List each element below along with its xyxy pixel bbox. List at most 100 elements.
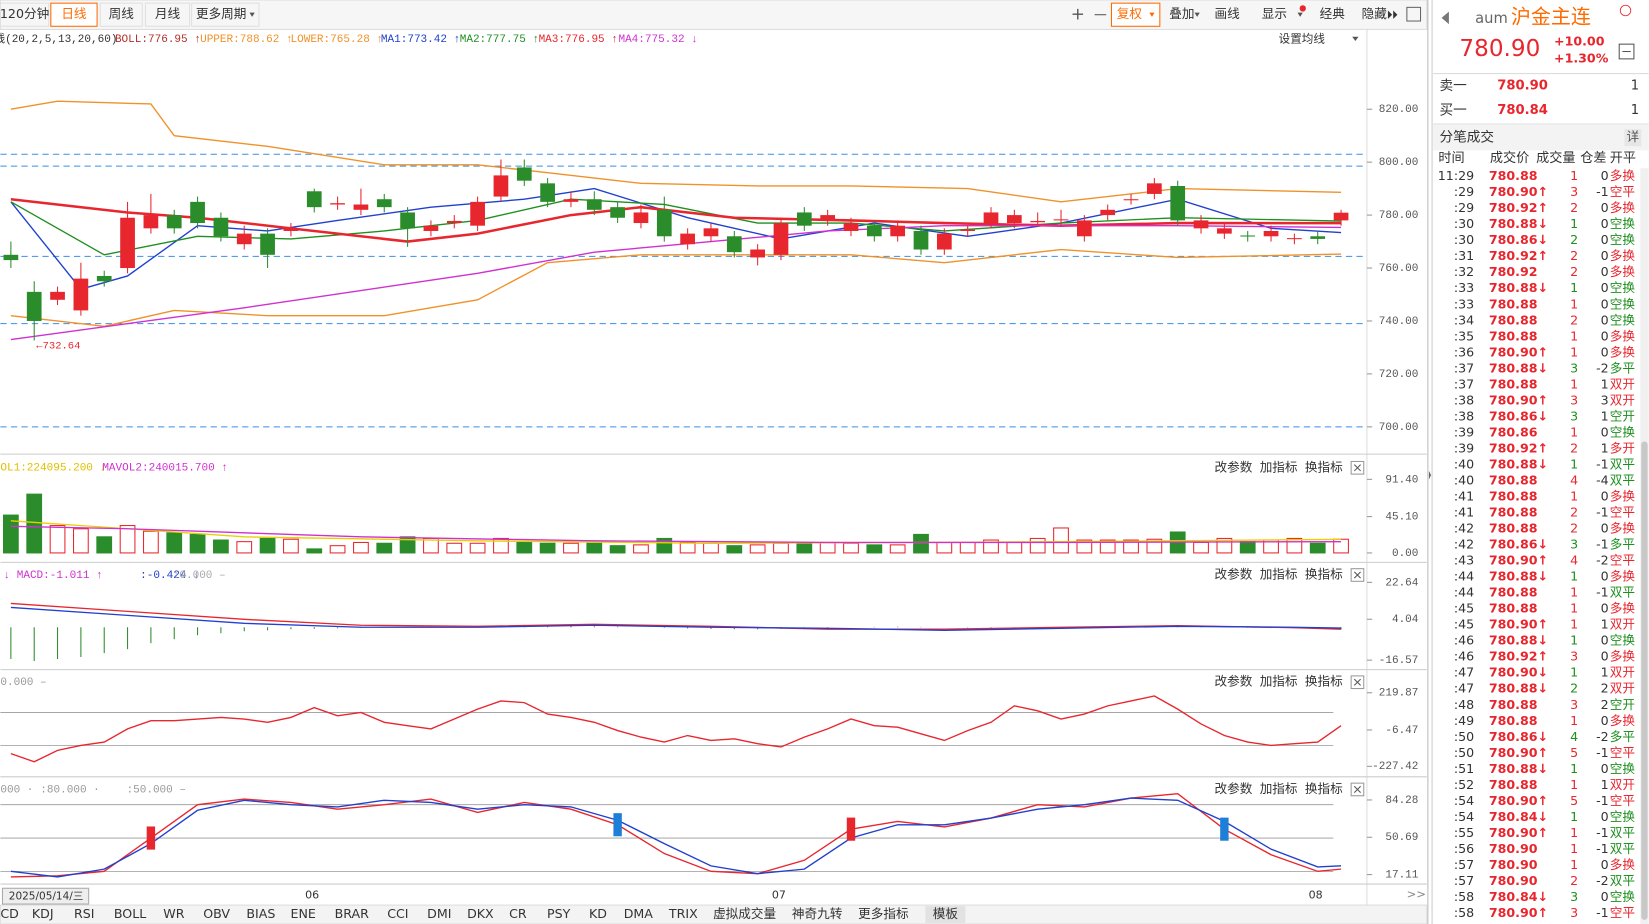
panel-action[interactable]: 换指标	[1305, 674, 1343, 689]
volume-bar	[306, 548, 323, 554]
indicator-tab[interactable]: CD	[0, 906, 19, 921]
tick-type: 多换	[1610, 521, 1636, 536]
panel-icon[interactable]	[1618, 43, 1635, 60]
tick-oi-change: -1	[1596, 841, 1609, 856]
tick-time: :54	[1454, 793, 1474, 808]
fullscreen-icon[interactable]	[1406, 6, 1422, 22]
help-icon[interactable]	[1619, 4, 1632, 17]
ticks-title-bar	[1433, 125, 1649, 151]
indicator-tab[interactable]: BOLL	[114, 906, 146, 921]
indicator-tab[interactable]: BIAS	[246, 906, 275, 921]
candle-body	[423, 225, 439, 231]
tick-time: :30	[1454, 232, 1474, 247]
panel-action[interactable]: 改参数	[1214, 567, 1252, 582]
indicator-tab[interactable]: ENE	[290, 906, 315, 921]
action-button[interactable]	[1110, 2, 1161, 27]
tick-volume: 3	[1570, 889, 1578, 904]
candle-body	[1030, 220, 1046, 223]
indicator-tab[interactable]: 神奇九转	[792, 906, 843, 921]
indicator-tab[interactable]: RSI	[74, 906, 94, 921]
tick-time: :34	[1454, 312, 1474, 327]
tick-type: 双平	[1610, 873, 1635, 888]
scroll-right[interactable]: >>	[1407, 887, 1426, 901]
panel-action[interactable]: 改参数	[1214, 781, 1252, 796]
tick-price: 780.88	[1489, 472, 1538, 487]
tick-time: :42	[1454, 521, 1474, 536]
period-button[interactable]	[99, 2, 143, 27]
tick-type: 空开	[1610, 408, 1635, 423]
volume-bar	[353, 541, 369, 554]
dropdown-caret	[249, 12, 255, 17]
panel-action[interactable]: 换指标	[1305, 567, 1343, 582]
period-label: 周线	[109, 6, 135, 21]
splitter-handle[interactable]	[1428, 470, 1432, 480]
indicator-tab[interactable]: DKX	[467, 906, 494, 921]
scrollbar-thumb[interactable]	[1641, 441, 1648, 920]
tick-volume: 3	[1570, 392, 1578, 407]
panel-action[interactable]: 加指标	[1260, 781, 1298, 796]
indicator-tab[interactable]: CCI	[387, 906, 408, 921]
indicator-tab[interactable]: TRIX	[668, 906, 698, 921]
tick-volume: 1	[1570, 633, 1578, 648]
indicator-tab[interactable]: 更多指标	[858, 906, 909, 921]
candle-body	[353, 204, 369, 210]
indicator-tab[interactable]: 模板	[933, 906, 959, 921]
indicator-tab[interactable]: CR	[509, 906, 527, 921]
tick-time: :39	[1454, 424, 1474, 439]
tick-oi-change: -1	[1596, 456, 1609, 471]
collapse-arrow[interactable]	[1441, 11, 1449, 25]
legend-item: MA4:775.32 ↓	[618, 34, 697, 46]
zoom-in[interactable]: +	[1071, 4, 1085, 24]
tick-price: 780.88↓	[1489, 633, 1548, 648]
action-label: 画线	[1214, 6, 1240, 21]
tick-oi-change: 0	[1601, 264, 1609, 279]
period-button[interactable]	[191, 2, 260, 27]
panel-action[interactable]: 改参数	[1214, 674, 1252, 689]
volume-bar	[516, 541, 533, 554]
tick-type: 空平	[1610, 745, 1635, 760]
period-button[interactable]	[0, 2, 50, 27]
panel-action[interactable]: 换指标	[1305, 459, 1343, 474]
tick-type: 空换	[1610, 889, 1636, 904]
indicator-tab[interactable]: WR	[163, 906, 184, 921]
tick-price: 780.90↑	[1489, 905, 1548, 920]
indicator-tab[interactable]: 虚拟成交量	[713, 906, 776, 921]
tick-time: :32	[1454, 264, 1474, 279]
indicator-tab[interactable]: OBV	[203, 906, 230, 921]
candle-body	[493, 175, 509, 197]
detail-button[interactable]	[1624, 129, 1642, 147]
candle-body	[1217, 228, 1232, 234]
tick-oi-change: 0	[1601, 296, 1609, 311]
tick-time: :50	[1454, 745, 1474, 760]
panel-action[interactable]: 加指标	[1260, 674, 1298, 689]
period-button[interactable]	[50, 2, 98, 27]
panel-action[interactable]: 改参数	[1214, 459, 1252, 474]
panel-action[interactable]: 换指标	[1305, 781, 1343, 796]
tick-time: :58	[1454, 905, 1474, 920]
volume-bar	[866, 544, 883, 554]
action-label: 复权	[1117, 6, 1143, 21]
tick-price: 780.88↓	[1489, 569, 1548, 584]
indicator-tab[interactable]: KDJ	[32, 906, 54, 921]
panel-action[interactable]: 加指标	[1260, 459, 1298, 474]
volume-bar	[119, 525, 136, 554]
candle-body	[1287, 238, 1302, 240]
indicator-tab[interactable]: BRAR	[335, 906, 370, 921]
candle-body	[796, 212, 812, 226]
cross-signal	[613, 813, 622, 837]
tick-type: 双开	[1610, 392, 1635, 407]
tick-oi-change: 0	[1601, 328, 1609, 343]
tick-volume: 1	[1570, 216, 1578, 231]
panel-action[interactable]: 加指标	[1260, 567, 1298, 582]
indicator-tab[interactable]: DMI	[427, 906, 451, 921]
tick-type: 空平	[1610, 184, 1635, 199]
tick-volume: 1	[1570, 857, 1578, 872]
ma-settings[interactable]: 设置均线	[1279, 31, 1326, 45]
period-button[interactable]	[144, 2, 191, 27]
ticks-column: 成交量	[1536, 149, 1575, 166]
indicator-tab[interactable]: PSY	[547, 906, 571, 921]
indicator-tab[interactable]: DMA	[624, 906, 654, 921]
ticks-detail[interactable]: 详	[1627, 129, 1640, 144]
tick-oi-change: 1	[1601, 665, 1609, 680]
indicator-tab[interactable]: KD	[589, 906, 607, 921]
